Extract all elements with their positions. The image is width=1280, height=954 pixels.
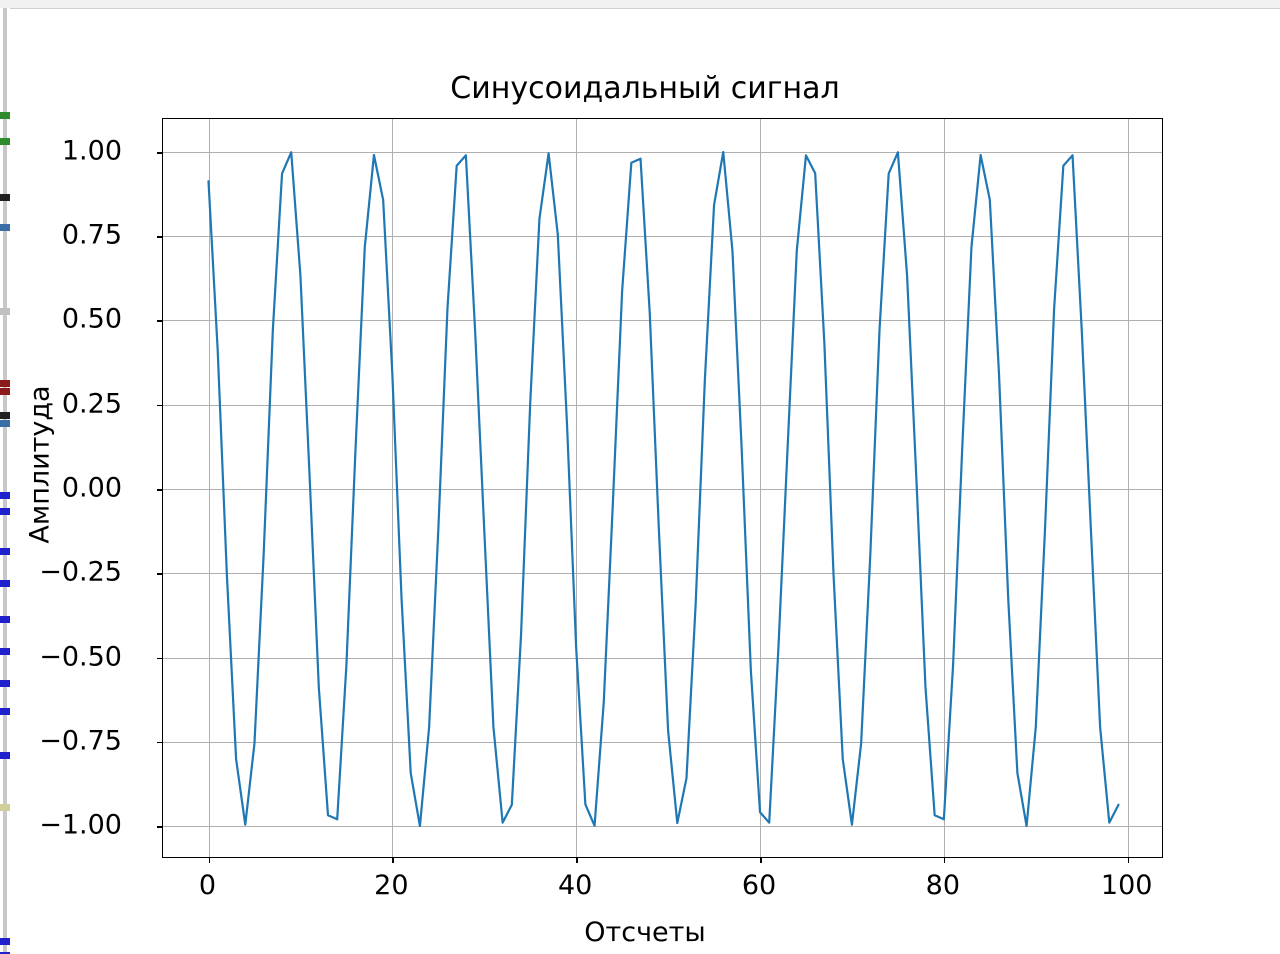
gridline-vertical bbox=[943, 119, 945, 857]
editor-token-mark bbox=[0, 308, 10, 315]
editor-gutter bbox=[3, 8, 7, 954]
editor-token-mark bbox=[0, 112, 10, 119]
x-tick bbox=[943, 857, 946, 863]
editor-token-mark bbox=[0, 648, 10, 655]
matplotlib-figure: Синусоидальный сигнал Амплитуда Отсчеты … bbox=[10, 9, 1280, 954]
y-tick bbox=[157, 573, 163, 575]
y-tick-label: −0.75 bbox=[39, 725, 122, 757]
editor-token-mark bbox=[0, 224, 10, 231]
chart-title: Синусоидальный сигнал bbox=[450, 71, 840, 106]
y-tick-label: 0.25 bbox=[61, 388, 122, 420]
editor-token-mark bbox=[0, 420, 10, 427]
gridline-vertical bbox=[576, 119, 578, 857]
y-tick-label: −0.25 bbox=[39, 556, 122, 588]
y-tick-label: −1.00 bbox=[39, 809, 122, 841]
y-axis-label: Амплитуда bbox=[24, 385, 56, 544]
y-tick-label: −0.50 bbox=[39, 641, 122, 673]
y-tick bbox=[157, 404, 163, 407]
x-tick-label: 40 bbox=[557, 870, 593, 901]
y-tick-label: 0.00 bbox=[61, 472, 122, 504]
editor-token-mark bbox=[0, 492, 10, 499]
editor-token-mark bbox=[0, 138, 10, 145]
editor-token-mark bbox=[0, 952, 10, 954]
y-tick bbox=[157, 236, 163, 238]
editor-token-mark bbox=[0, 548, 10, 555]
x-tick-label: 0 bbox=[198, 870, 217, 901]
x-tick-label: 20 bbox=[374, 870, 409, 901]
code-editor-sliver[interactable] bbox=[0, 8, 10, 954]
editor-token-mark bbox=[0, 508, 10, 515]
x-tick bbox=[1127, 857, 1130, 863]
gridline-horizontal bbox=[163, 236, 1162, 238]
sine-wave-polyline bbox=[207, 150, 1120, 828]
editor-token-mark bbox=[0, 804, 10, 811]
x-axis-label: Отсчеты bbox=[584, 917, 706, 948]
gridline-vertical bbox=[760, 119, 761, 857]
editor-token-mark bbox=[0, 680, 10, 687]
y-tick bbox=[157, 657, 163, 660]
gridline-vertical bbox=[1127, 119, 1129, 857]
x-tick-label: 80 bbox=[925, 870, 961, 901]
gridline-horizontal bbox=[163, 151, 1162, 153]
editor-token-mark bbox=[0, 938, 10, 945]
gridline-horizontal bbox=[163, 741, 1162, 743]
y-tick-label: 1.00 bbox=[61, 135, 122, 167]
gridline-horizontal bbox=[163, 320, 1162, 322]
gridline-vertical bbox=[208, 119, 210, 857]
editor-token-mark bbox=[0, 380, 10, 387]
editor-token-mark bbox=[0, 194, 10, 201]
x-tick bbox=[576, 857, 578, 863]
gridline-horizontal bbox=[163, 404, 1162, 406]
y-tick bbox=[157, 489, 163, 491]
x-tick-label: 60 bbox=[741, 870, 777, 901]
y-tick-label: 0.50 bbox=[61, 303, 122, 335]
y-tick bbox=[157, 320, 163, 323]
editor-token-mark bbox=[0, 616, 10, 623]
gridline-horizontal bbox=[163, 573, 1162, 575]
gridline-horizontal bbox=[163, 657, 1162, 659]
editor-token-mark bbox=[0, 412, 10, 419]
x-tick-label: 100 bbox=[1100, 870, 1153, 901]
x-tick bbox=[392, 857, 394, 863]
y-tick bbox=[157, 826, 163, 828]
gridline-horizontal bbox=[163, 489, 1162, 490]
x-tick bbox=[760, 857, 762, 863]
gridline-horizontal bbox=[163, 826, 1162, 828]
editor-token-mark bbox=[0, 708, 10, 715]
window-top-strip bbox=[0, 0, 1280, 9]
x-tick bbox=[208, 857, 211, 863]
gridline-vertical bbox=[392, 119, 394, 857]
editor-token-mark bbox=[0, 580, 10, 587]
editor-token-mark bbox=[0, 388, 10, 395]
editor-token-mark bbox=[0, 752, 10, 759]
plot-axes[interactable] bbox=[157, 118, 1163, 863]
y-tick bbox=[157, 151, 163, 154]
y-tick-label: 0.75 bbox=[61, 219, 122, 251]
y-tick bbox=[157, 741, 163, 744]
sine-wave-line bbox=[207, 150, 1120, 828]
